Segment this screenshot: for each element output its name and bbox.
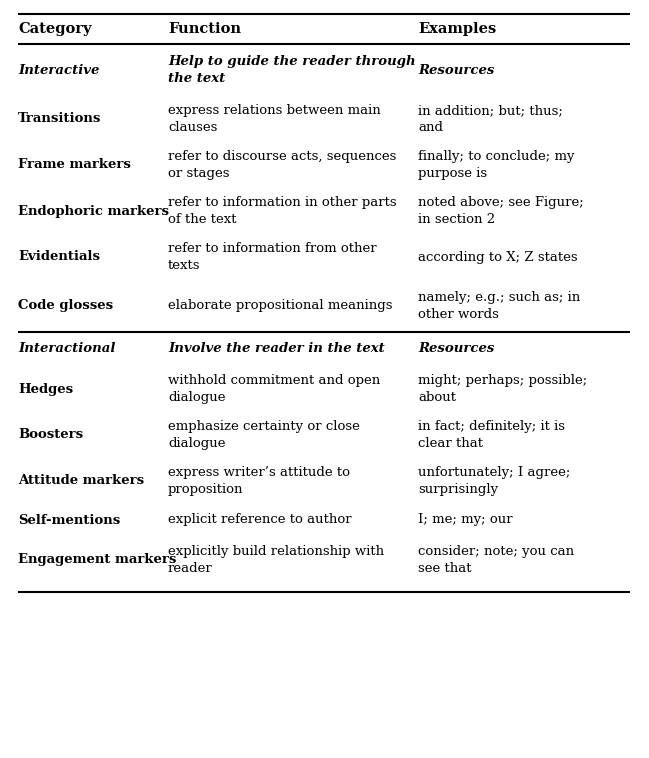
Text: Self-mentions: Self-mentions (18, 513, 120, 527)
Text: Involve the reader in the text: Involve the reader in the text (168, 343, 385, 356)
Text: Interactive: Interactive (18, 64, 99, 77)
Text: Frame markers: Frame markers (18, 158, 131, 171)
Text: explicitly build relationship with
reader: explicitly build relationship with reade… (168, 545, 384, 575)
Text: Help to guide the reader through
the text: Help to guide the reader through the tex… (168, 55, 415, 85)
Text: Boosters: Boosters (18, 428, 83, 441)
Text: namely; e.g.; such as; in
other words: namely; e.g.; such as; in other words (418, 291, 580, 321)
Text: Evidentials: Evidentials (18, 250, 100, 264)
Text: in fact; definitely; it is
clear that: in fact; definitely; it is clear that (418, 420, 565, 450)
Text: Interactional: Interactional (18, 343, 116, 356)
Text: Attitude markers: Attitude markers (18, 475, 144, 487)
Text: refer to discourse acts, sequences
or stages: refer to discourse acts, sequences or st… (168, 150, 397, 180)
Text: might; perhaps; possible;
about: might; perhaps; possible; about (418, 374, 587, 404)
Text: express relations between main
clauses: express relations between main clauses (168, 104, 381, 134)
Text: refer to information in other parts
of the text: refer to information in other parts of t… (168, 196, 397, 226)
Text: according to X; Z states: according to X; Z states (418, 250, 578, 264)
Text: explicit reference to author: explicit reference to author (168, 513, 352, 527)
Text: elaborate propositional meanings: elaborate propositional meanings (168, 299, 393, 312)
Text: I; me; my; our: I; me; my; our (418, 513, 513, 527)
Text: Engagement markers: Engagement markers (18, 553, 177, 566)
Text: emphasize certainty or close
dialogue: emphasize certainty or close dialogue (168, 420, 360, 450)
Text: Examples: Examples (418, 22, 496, 36)
Text: Function: Function (168, 22, 241, 36)
Text: withhold commitment and open
dialogue: withhold commitment and open dialogue (168, 374, 380, 404)
Text: Endophoric markers: Endophoric markers (18, 205, 169, 218)
Text: Code glosses: Code glosses (18, 299, 113, 312)
Text: consider; note; you can
see that: consider; note; you can see that (418, 545, 574, 575)
Text: in addition; but; thus;
and: in addition; but; thus; and (418, 104, 563, 134)
Text: unfortunately; I agree;
surprisingly: unfortunately; I agree; surprisingly (418, 466, 570, 496)
Text: finally; to conclude; my
purpose is: finally; to conclude; my purpose is (418, 150, 574, 180)
Text: Transitions: Transitions (18, 112, 101, 126)
Text: Hedges: Hedges (18, 383, 73, 396)
Text: Category: Category (18, 22, 92, 36)
Text: express writer’s attitude to
proposition: express writer’s attitude to proposition (168, 466, 350, 496)
Text: Resources: Resources (418, 343, 495, 356)
Text: refer to information from other
texts: refer to information from other texts (168, 242, 376, 272)
Text: Resources: Resources (418, 64, 495, 77)
Text: noted above; see Figure;
in section 2: noted above; see Figure; in section 2 (418, 196, 583, 226)
